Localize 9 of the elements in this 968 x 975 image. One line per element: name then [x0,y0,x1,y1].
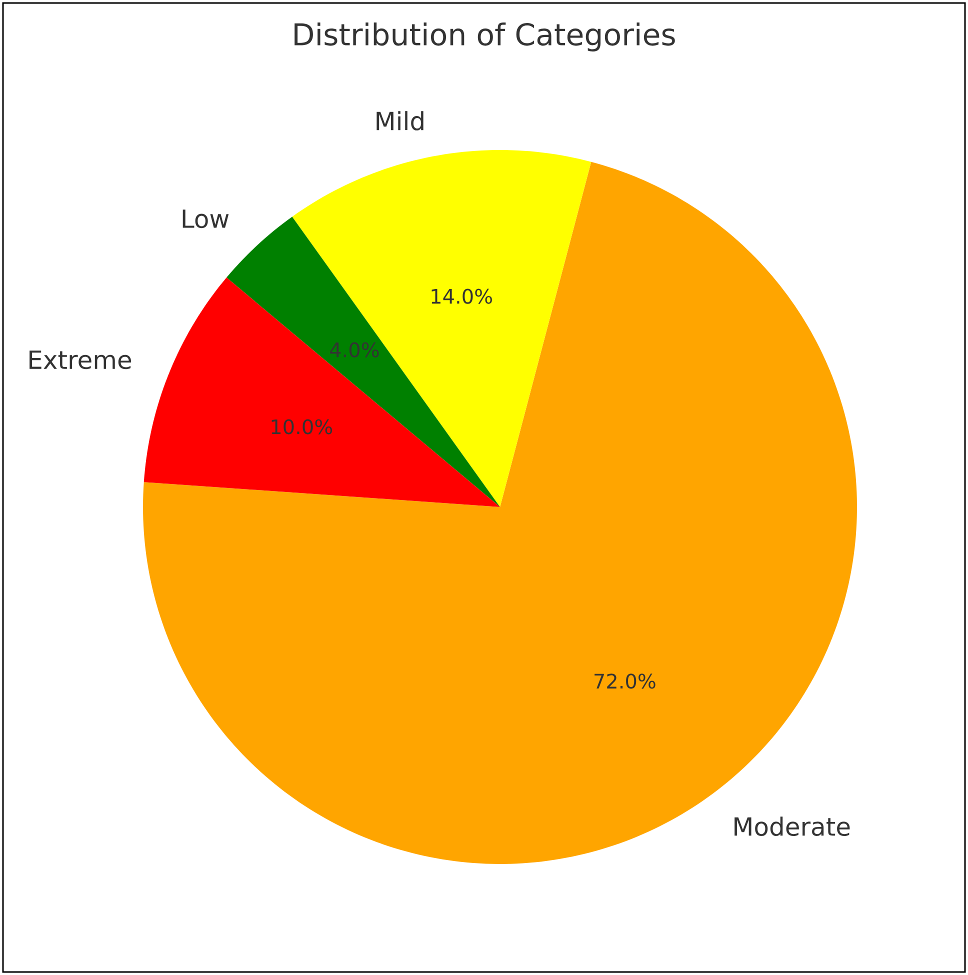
slice-label: Mild [376,111,424,130]
chart-title: Distribution of Categories [294,22,675,52]
data-label: 72.0% [594,674,656,689]
slice-label: Moderate [734,816,850,836]
data-label: 10.0% [272,419,332,434]
slice-label: Low [182,210,229,228]
data-label: 4.0% [330,342,379,358]
slice-label: Extreme [30,350,132,370]
data-label: 14.0% [432,288,492,304]
